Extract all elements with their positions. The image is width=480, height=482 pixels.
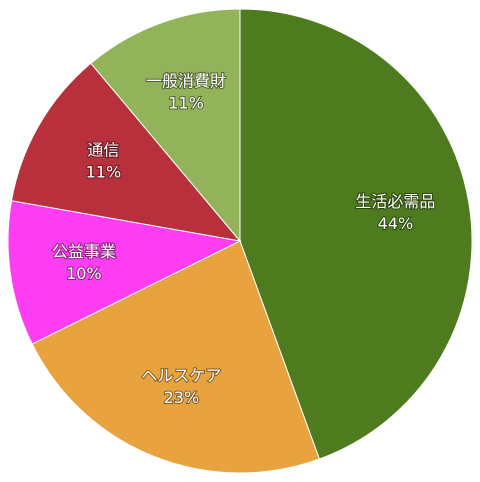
pie-slice: [239, 8, 473, 460]
slice-label: 生活必需品: [355, 192, 435, 211]
slice-value-label: 11%: [168, 93, 204, 112]
slice-label: 公益事業: [52, 242, 116, 261]
slice-value-label: 44%: [378, 214, 414, 233]
slice-label: ヘルスケア: [141, 366, 221, 385]
slice-value-label: 23%: [164, 388, 200, 407]
slice-label: 一般消費財: [146, 71, 226, 90]
pie-slice: [7, 200, 242, 345]
pie-slice: [10, 62, 242, 242]
slice-value-label: 10%: [66, 264, 102, 283]
slice-value-label: 11%: [86, 163, 122, 182]
pie-slice: [90, 8, 241, 243]
slice-label: 通信: [87, 141, 119, 160]
pie-slice: [31, 240, 320, 474]
